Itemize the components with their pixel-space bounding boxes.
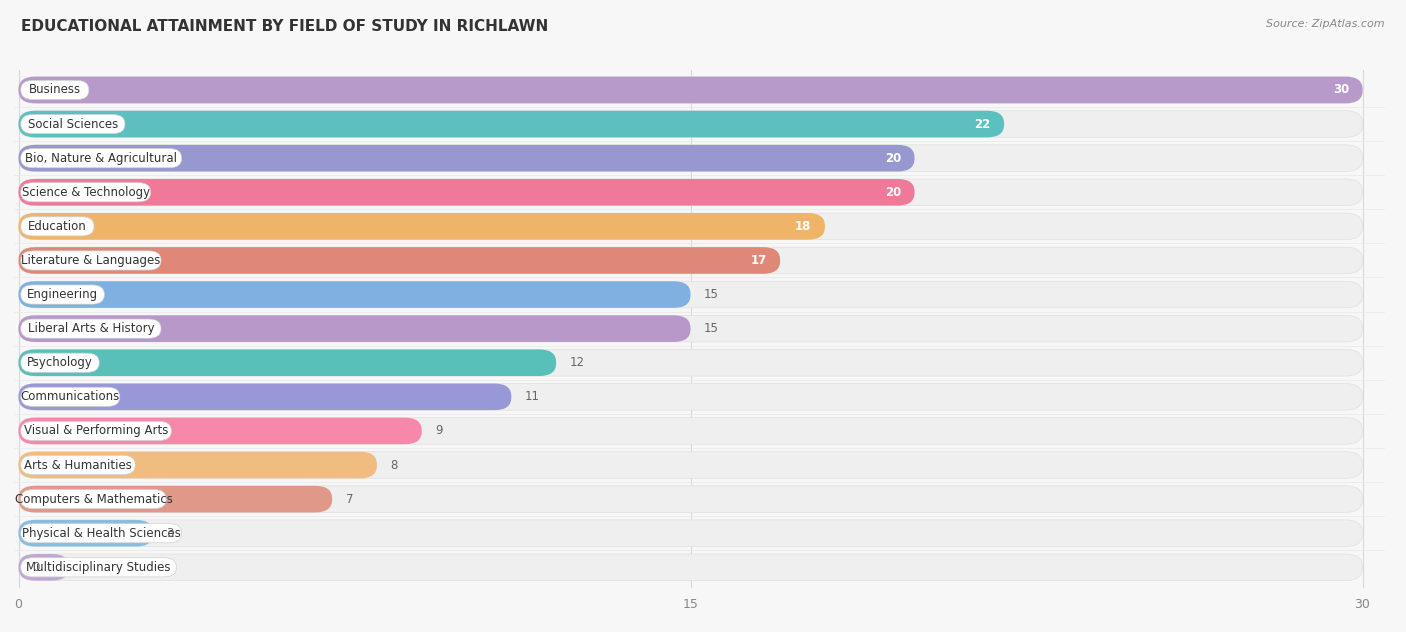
FancyBboxPatch shape xyxy=(21,387,120,406)
Text: 15: 15 xyxy=(704,322,718,335)
Text: Liberal Arts & History: Liberal Arts & History xyxy=(28,322,155,335)
FancyBboxPatch shape xyxy=(18,452,377,478)
FancyBboxPatch shape xyxy=(18,179,1362,205)
Text: 12: 12 xyxy=(569,356,585,369)
FancyBboxPatch shape xyxy=(18,315,690,342)
FancyBboxPatch shape xyxy=(18,76,1362,103)
FancyBboxPatch shape xyxy=(21,217,94,236)
Text: Computers & Mathematics: Computers & Mathematics xyxy=(14,492,173,506)
FancyBboxPatch shape xyxy=(21,524,181,543)
FancyBboxPatch shape xyxy=(21,285,104,304)
Text: 9: 9 xyxy=(436,425,443,437)
Text: 0: 0 xyxy=(32,561,39,574)
FancyBboxPatch shape xyxy=(21,422,172,441)
Text: Business: Business xyxy=(28,83,82,97)
FancyBboxPatch shape xyxy=(18,554,1362,581)
Text: 11: 11 xyxy=(524,391,540,403)
Text: Education: Education xyxy=(28,220,87,233)
FancyBboxPatch shape xyxy=(18,213,1362,240)
FancyBboxPatch shape xyxy=(18,452,1362,478)
Text: Science & Technology: Science & Technology xyxy=(21,186,150,198)
Text: 7: 7 xyxy=(346,492,353,506)
FancyBboxPatch shape xyxy=(18,315,1362,342)
Text: Psychology: Psychology xyxy=(27,356,93,369)
FancyBboxPatch shape xyxy=(18,247,780,274)
FancyBboxPatch shape xyxy=(21,251,162,270)
FancyBboxPatch shape xyxy=(18,384,512,410)
Text: Visual & Performing Arts: Visual & Performing Arts xyxy=(24,425,169,437)
Text: 17: 17 xyxy=(751,254,766,267)
FancyBboxPatch shape xyxy=(18,520,153,547)
FancyBboxPatch shape xyxy=(21,114,125,133)
FancyBboxPatch shape xyxy=(18,145,914,171)
FancyBboxPatch shape xyxy=(18,281,1362,308)
Text: Physical & Health Sciences: Physical & Health Sciences xyxy=(21,526,180,540)
Text: 3: 3 xyxy=(166,526,174,540)
FancyBboxPatch shape xyxy=(21,319,162,338)
FancyBboxPatch shape xyxy=(18,111,1004,137)
FancyBboxPatch shape xyxy=(21,353,100,372)
Text: Source: ZipAtlas.com: Source: ZipAtlas.com xyxy=(1267,19,1385,29)
Text: Multidisciplinary Studies: Multidisciplinary Studies xyxy=(27,561,172,574)
FancyBboxPatch shape xyxy=(18,418,422,444)
Text: 20: 20 xyxy=(884,186,901,198)
Text: Arts & Humanities: Arts & Humanities xyxy=(24,459,132,471)
FancyBboxPatch shape xyxy=(18,486,1362,513)
FancyBboxPatch shape xyxy=(21,490,166,509)
Text: 8: 8 xyxy=(391,459,398,471)
FancyBboxPatch shape xyxy=(18,76,1362,103)
Text: 15: 15 xyxy=(704,288,718,301)
FancyBboxPatch shape xyxy=(18,554,69,581)
FancyBboxPatch shape xyxy=(18,520,1362,547)
FancyBboxPatch shape xyxy=(18,418,1362,444)
Text: Communications: Communications xyxy=(21,391,120,403)
FancyBboxPatch shape xyxy=(21,80,89,100)
FancyBboxPatch shape xyxy=(21,183,150,202)
FancyBboxPatch shape xyxy=(18,111,1362,137)
FancyBboxPatch shape xyxy=(18,281,690,308)
FancyBboxPatch shape xyxy=(18,145,1362,171)
FancyBboxPatch shape xyxy=(18,213,825,240)
FancyBboxPatch shape xyxy=(18,179,914,205)
Text: EDUCATIONAL ATTAINMENT BY FIELD OF STUDY IN RICHLAWN: EDUCATIONAL ATTAINMENT BY FIELD OF STUDY… xyxy=(21,19,548,34)
Text: Bio, Nature & Agricultural: Bio, Nature & Agricultural xyxy=(25,152,177,165)
FancyBboxPatch shape xyxy=(18,247,1362,274)
FancyBboxPatch shape xyxy=(18,349,1362,376)
Text: Literature & Languages: Literature & Languages xyxy=(21,254,160,267)
FancyBboxPatch shape xyxy=(18,349,557,376)
FancyBboxPatch shape xyxy=(18,486,332,513)
FancyBboxPatch shape xyxy=(21,456,135,475)
Text: Social Sciences: Social Sciences xyxy=(28,118,118,131)
FancyBboxPatch shape xyxy=(18,384,1362,410)
Text: 22: 22 xyxy=(974,118,991,131)
Text: 20: 20 xyxy=(884,152,901,165)
FancyBboxPatch shape xyxy=(21,149,181,167)
Text: 30: 30 xyxy=(1333,83,1350,97)
Text: 18: 18 xyxy=(796,220,811,233)
Text: Engineering: Engineering xyxy=(27,288,98,301)
FancyBboxPatch shape xyxy=(21,557,177,577)
